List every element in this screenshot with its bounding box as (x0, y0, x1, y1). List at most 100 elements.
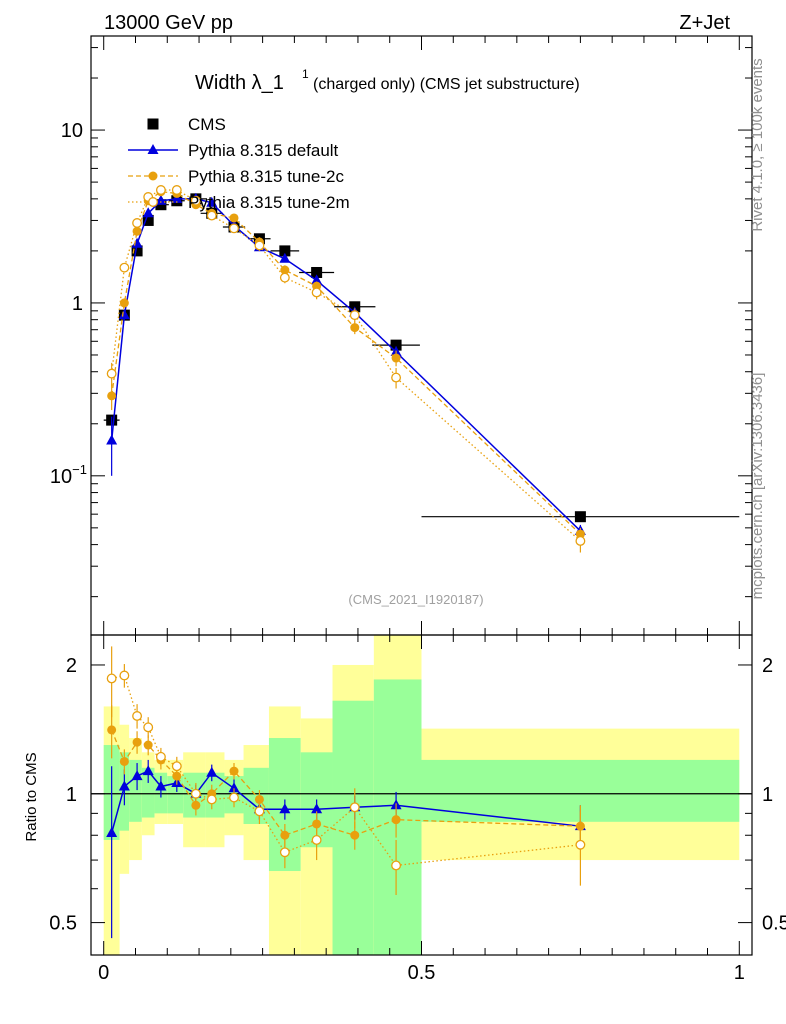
ratio-series (106, 646, 586, 939)
ratio-y-tick-label-right: 2 (762, 655, 773, 677)
ratio-axis-ticks: 2 2 1 1 0.5 0.5 0 0.5 1 (49, 635, 786, 984)
data-point-cms (311, 266, 323, 278)
uncertainty-band-inner (332, 700, 374, 955)
ratio-point-tune2m (106, 673, 117, 684)
data-point-tune2m (106, 368, 117, 379)
ratio-point-tune2c (107, 725, 117, 735)
ratio-point-tune2m (349, 802, 360, 813)
ratio-point-tune2c (229, 766, 239, 776)
data-point-tune2m (254, 240, 265, 251)
series-tune2c (107, 187, 585, 541)
data-point-default (311, 274, 323, 285)
data-point-cms (279, 245, 291, 257)
data-point-default (279, 252, 291, 263)
data-point-tune2m (132, 218, 143, 228)
ratio-y-tick-label-left: 0.5 (49, 913, 77, 935)
ratio-point-tune2m (119, 670, 130, 681)
ratio-point-default (279, 803, 291, 814)
ratio-y-tick-label-right: 1 (762, 784, 773, 806)
legend-label-cms: CMS (188, 115, 226, 134)
data-point-default (118, 309, 130, 320)
legend-label-tune2m: Pythia 8.315 tune-2m (188, 193, 350, 212)
ratio-point-default (142, 765, 154, 776)
ratio-point-tune2c (280, 830, 290, 840)
data-point-tune2m (311, 287, 322, 298)
legend: CMS Pythia 8.315 default Pythia 8.315 tune… (128, 115, 350, 212)
series-default (106, 192, 586, 538)
ratio-y-tick-label-left: 1 (66, 784, 77, 806)
plot-title: Width λ_1 1 (charged only) (CMS jet subs… (195, 67, 580, 94)
data-point-tune2c (391, 353, 401, 363)
analysis-id: (CMS_2021_I1920187) (348, 592, 483, 607)
ratio-point-tune2m (391, 860, 402, 871)
series-line-tune2m (111, 189, 581, 542)
legend-marker-tune2c (148, 171, 158, 181)
data-point-tune2m (391, 372, 402, 383)
data-point-tune2m (190, 195, 201, 206)
data-point-cms (574, 511, 586, 523)
ratio-point-tune2m (279, 847, 290, 858)
ratio-y-axis-label: Ratio to CMS (23, 752, 40, 841)
legend-marker-default (147, 144, 159, 154)
data-point-tune2c (107, 391, 117, 401)
ratio-point-default (206, 766, 218, 777)
data-point-tune2c (132, 226, 142, 236)
series-cms (103, 193, 740, 523)
data-point-default (155, 194, 167, 205)
ratio-point-tune2m (155, 751, 166, 762)
legend-entry-default: Pythia 8.315 default (128, 141, 339, 160)
uncertainty-band-inner (141, 767, 155, 818)
legend-marker-tune2m (148, 197, 158, 207)
ratio-point-tune2c (143, 740, 153, 750)
data-point-tune2m (279, 272, 290, 283)
ratio-point-tune2m (575, 839, 586, 850)
data-point-tune2m (171, 185, 182, 195)
rivet-version-label: Rivet 4.1.0, ≥ 100k events (749, 58, 766, 231)
data-point-tune2c (280, 265, 290, 275)
data-point-default (142, 207, 154, 218)
ratio-y-tick-label-right: 0.5 (762, 913, 786, 935)
data-point-default (131, 237, 143, 248)
ratio-point-default (106, 826, 118, 837)
ratio-point-tune2m (229, 792, 239, 803)
data-point-cms (131, 245, 143, 257)
data-point-tune2c (229, 213, 239, 223)
uncertainty-band-inner (129, 759, 142, 822)
data-point-tune2c (119, 298, 129, 308)
series-tune2m (106, 185, 586, 553)
process-label: Z+Jet (679, 12, 730, 34)
ratio-point-tune2m (254, 806, 265, 817)
y-tick-label: 10−1 (50, 462, 87, 488)
mcplots-label: mcplots.cern.ch [arXiv:1306.3436] (749, 373, 766, 600)
data-point-cms (390, 339, 402, 351)
energy-label: 13000 GeV pp (104, 12, 233, 34)
legend-entry-tune2m: Pythia 8.315 tune-2m (128, 193, 350, 212)
ratio-y-tick-label-left: 2 (66, 655, 77, 677)
ratio-point-tune2m (132, 711, 143, 721)
data-point-tune2m (206, 210, 217, 221)
ratio-point-tune2m (171, 761, 182, 772)
legend-entry-cms: CMS (147, 115, 226, 134)
x-tick-label: 0 (98, 962, 109, 984)
ratio-point-tune2c (350, 830, 360, 840)
ratio-point-tune2c (119, 756, 129, 766)
data-point-default (106, 434, 118, 445)
ratio-point-default (311, 803, 323, 814)
ratio-point-default (228, 782, 240, 793)
data-point-tune2m (155, 185, 166, 195)
legend-label-default: Pythia 8.315 default (188, 141, 339, 160)
data-point-cms (142, 214, 154, 226)
x-tick-label: 1 (734, 962, 745, 984)
ratio-point-default (155, 780, 167, 791)
data-point-tune2m (349, 310, 360, 321)
ratio-point-tune2m (206, 794, 217, 805)
title-superscript: 1 (302, 67, 309, 81)
main-series (103, 185, 740, 553)
ratio-point-default (118, 780, 130, 791)
series-line-default (110, 198, 581, 532)
ratio-series-tune2m (106, 646, 586, 896)
uncertainty-band-inner (243, 767, 269, 824)
ratio-point-tune2c (132, 737, 142, 747)
data-point-default (206, 196, 218, 207)
